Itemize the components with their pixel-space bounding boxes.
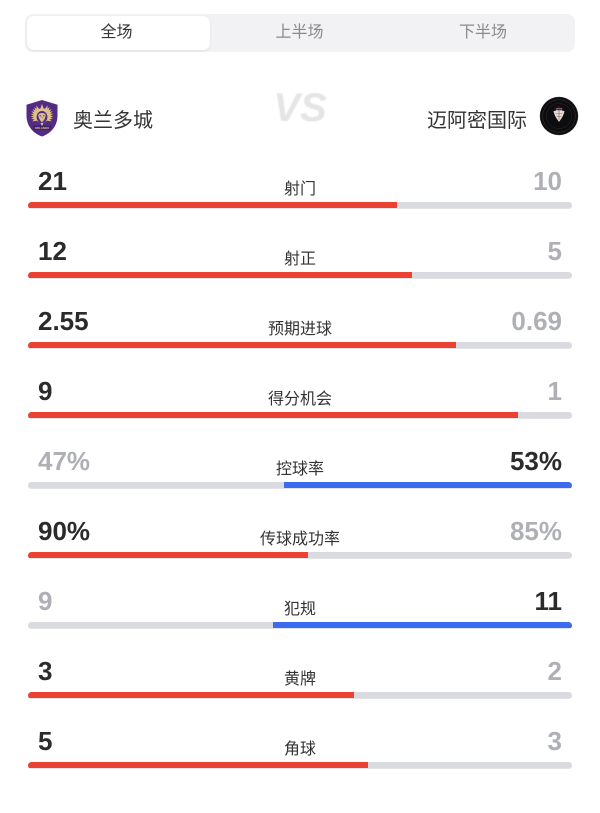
svg-text:ORLANDO: ORLANDO	[35, 126, 50, 130]
svg-text:MIAMI: MIAMI	[556, 107, 563, 110]
